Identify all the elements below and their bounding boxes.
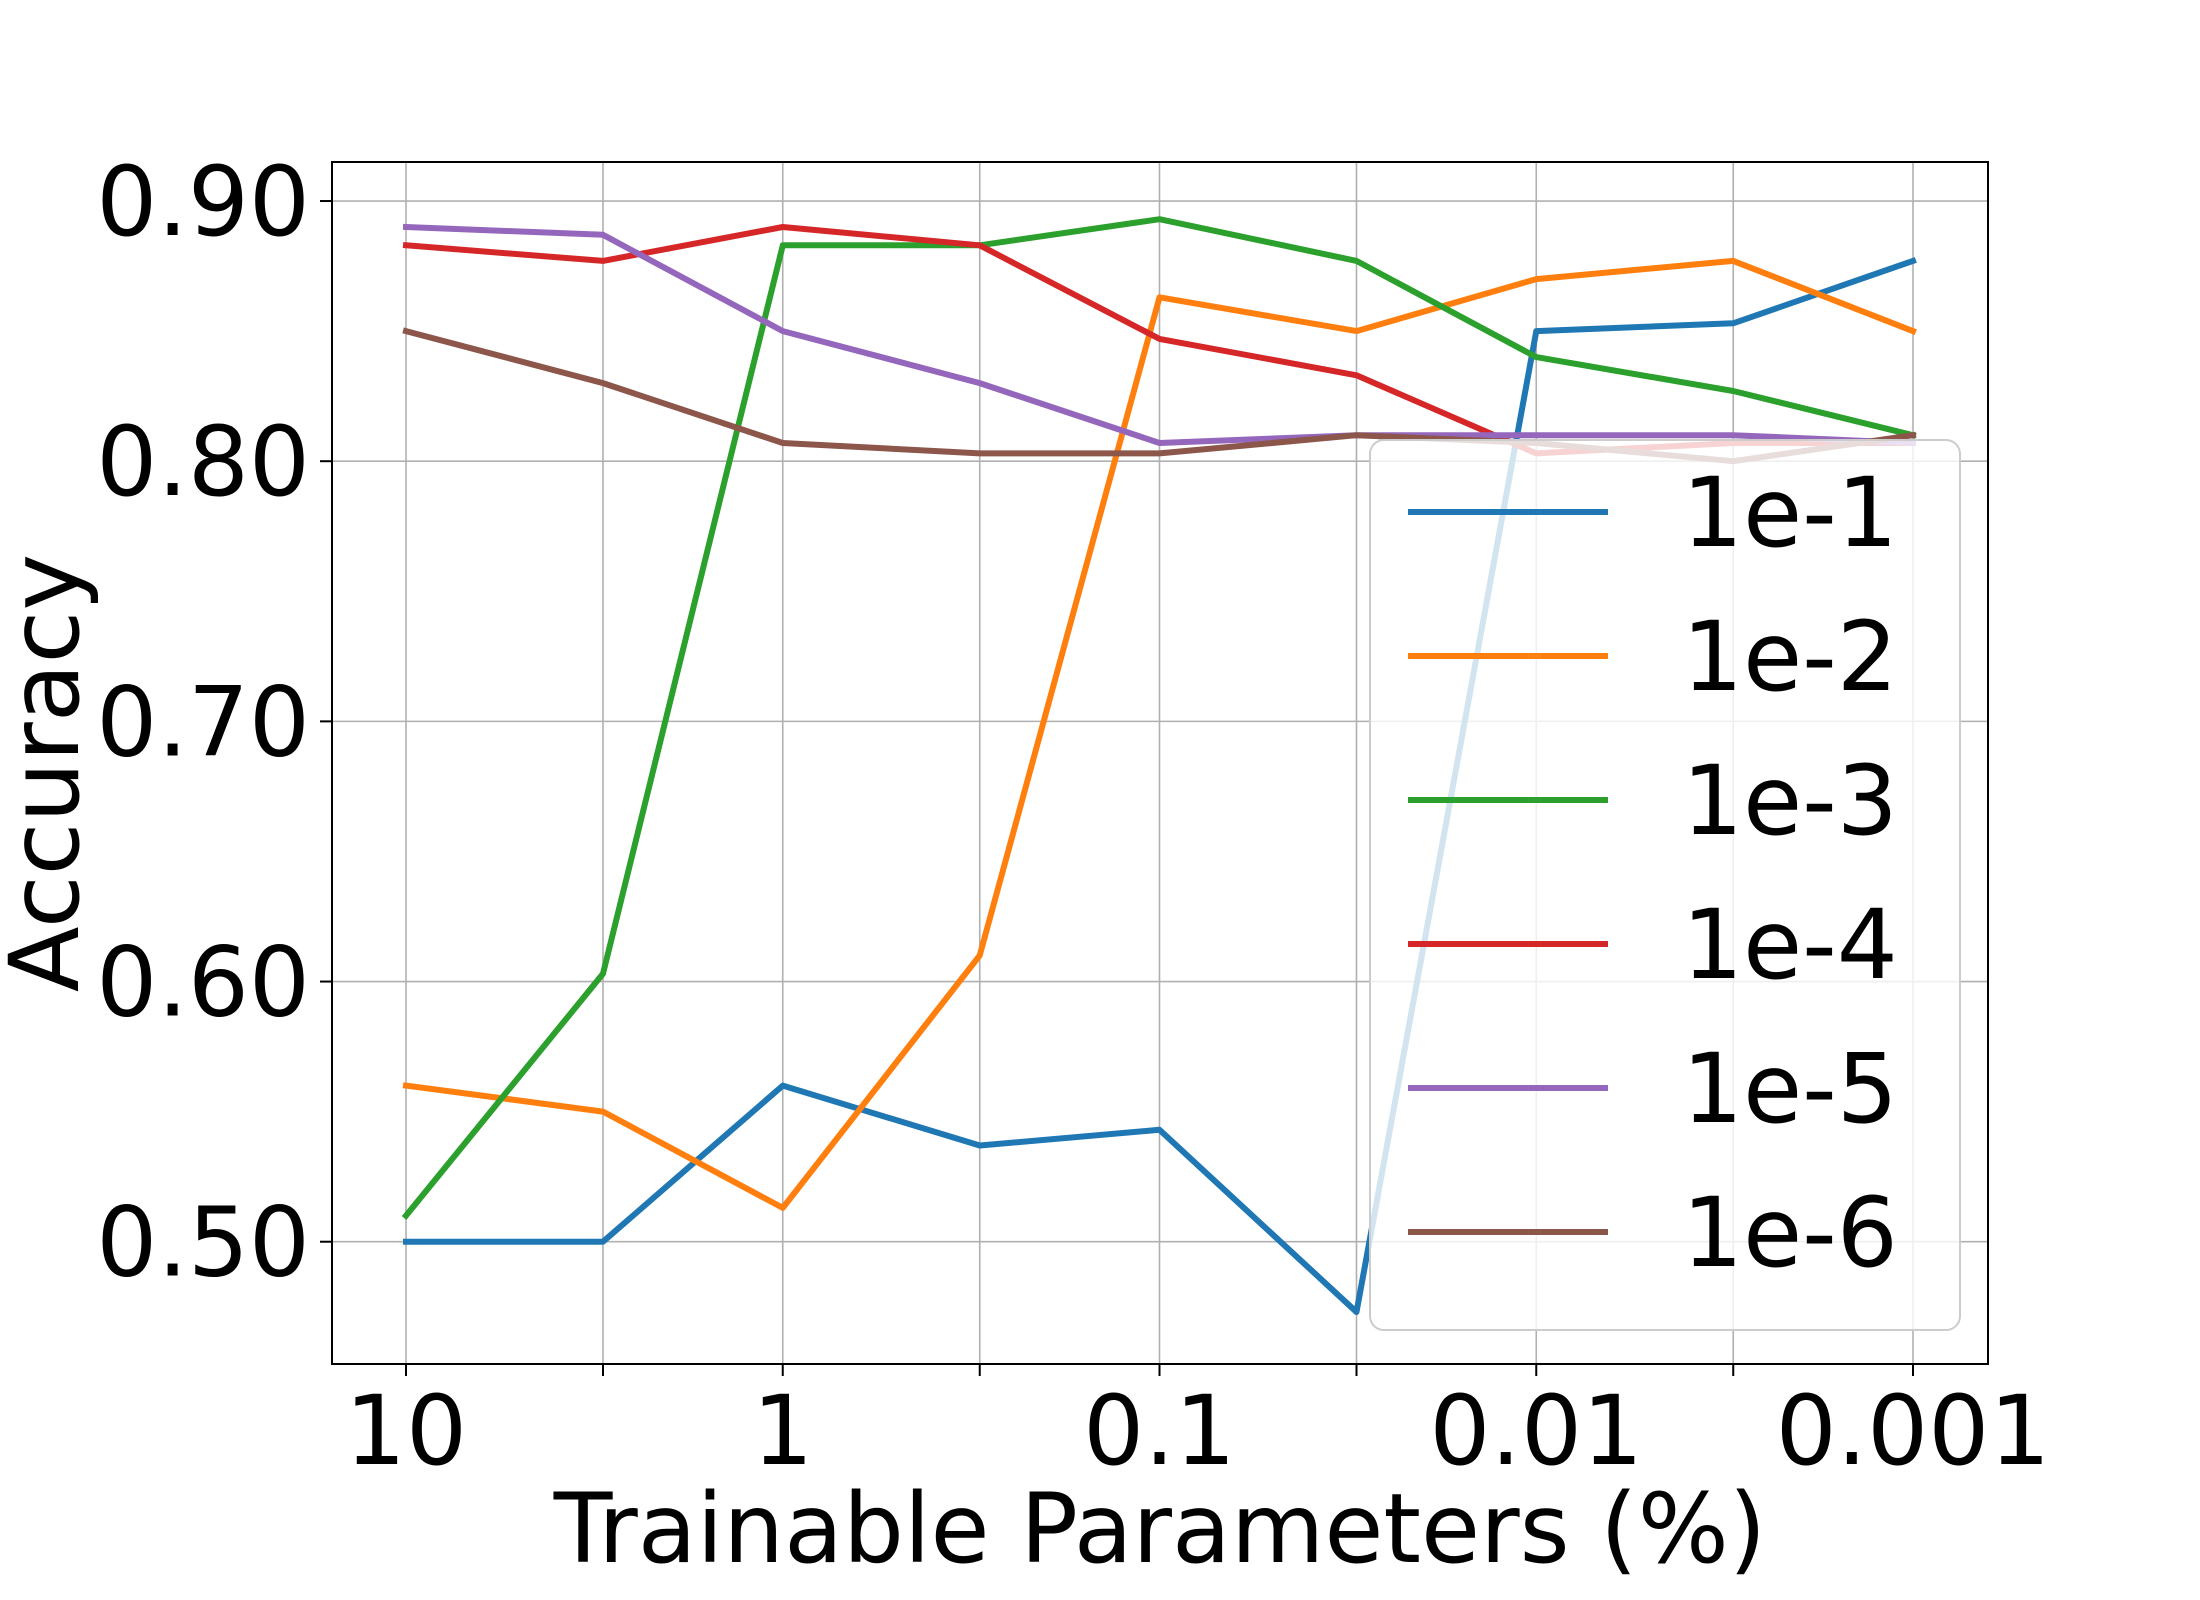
- y-axis-title: Accuracy: [0, 554, 101, 992]
- legend-label: 1e-5: [1682, 1033, 1898, 1145]
- y-tick-label: 0.50: [96, 1187, 310, 1299]
- legend: 1e-1 1e-2 1e-3 1e-4 1e-5 1e-6: [1369, 439, 1961, 1331]
- y-tick-label: 0.70: [96, 666, 310, 778]
- x-axis-title: Trainable Parameters (%): [553, 1473, 1766, 1585]
- x-tick-label: 0.1: [1083, 1375, 1236, 1487]
- legend-label: 1e-1: [1682, 457, 1898, 569]
- x-tick-label: 0.001: [1776, 1375, 2051, 1487]
- axis-ticks: 10 1 0.1 0.01 0.001 0.50 0.60 0.70 0.80 0.90: [96, 146, 2050, 1487]
- y-tick-label: 0.60: [96, 927, 310, 1039]
- y-tick-label: 0.90: [96, 146, 310, 258]
- x-tick-label: 10: [345, 1375, 467, 1487]
- legend-box: [1369, 439, 1961, 1331]
- x-tick-label: 1: [752, 1375, 813, 1487]
- legend-label: 1e-6: [1682, 1177, 1898, 1289]
- y-tick-label: 0.80: [96, 406, 310, 518]
- legend-label: 1e-4: [1682, 889, 1898, 1001]
- legend-label: 1e-2: [1682, 601, 1898, 713]
- legend-label: 1e-3: [1682, 745, 1898, 857]
- x-tick-label: 0.01: [1429, 1375, 1643, 1487]
